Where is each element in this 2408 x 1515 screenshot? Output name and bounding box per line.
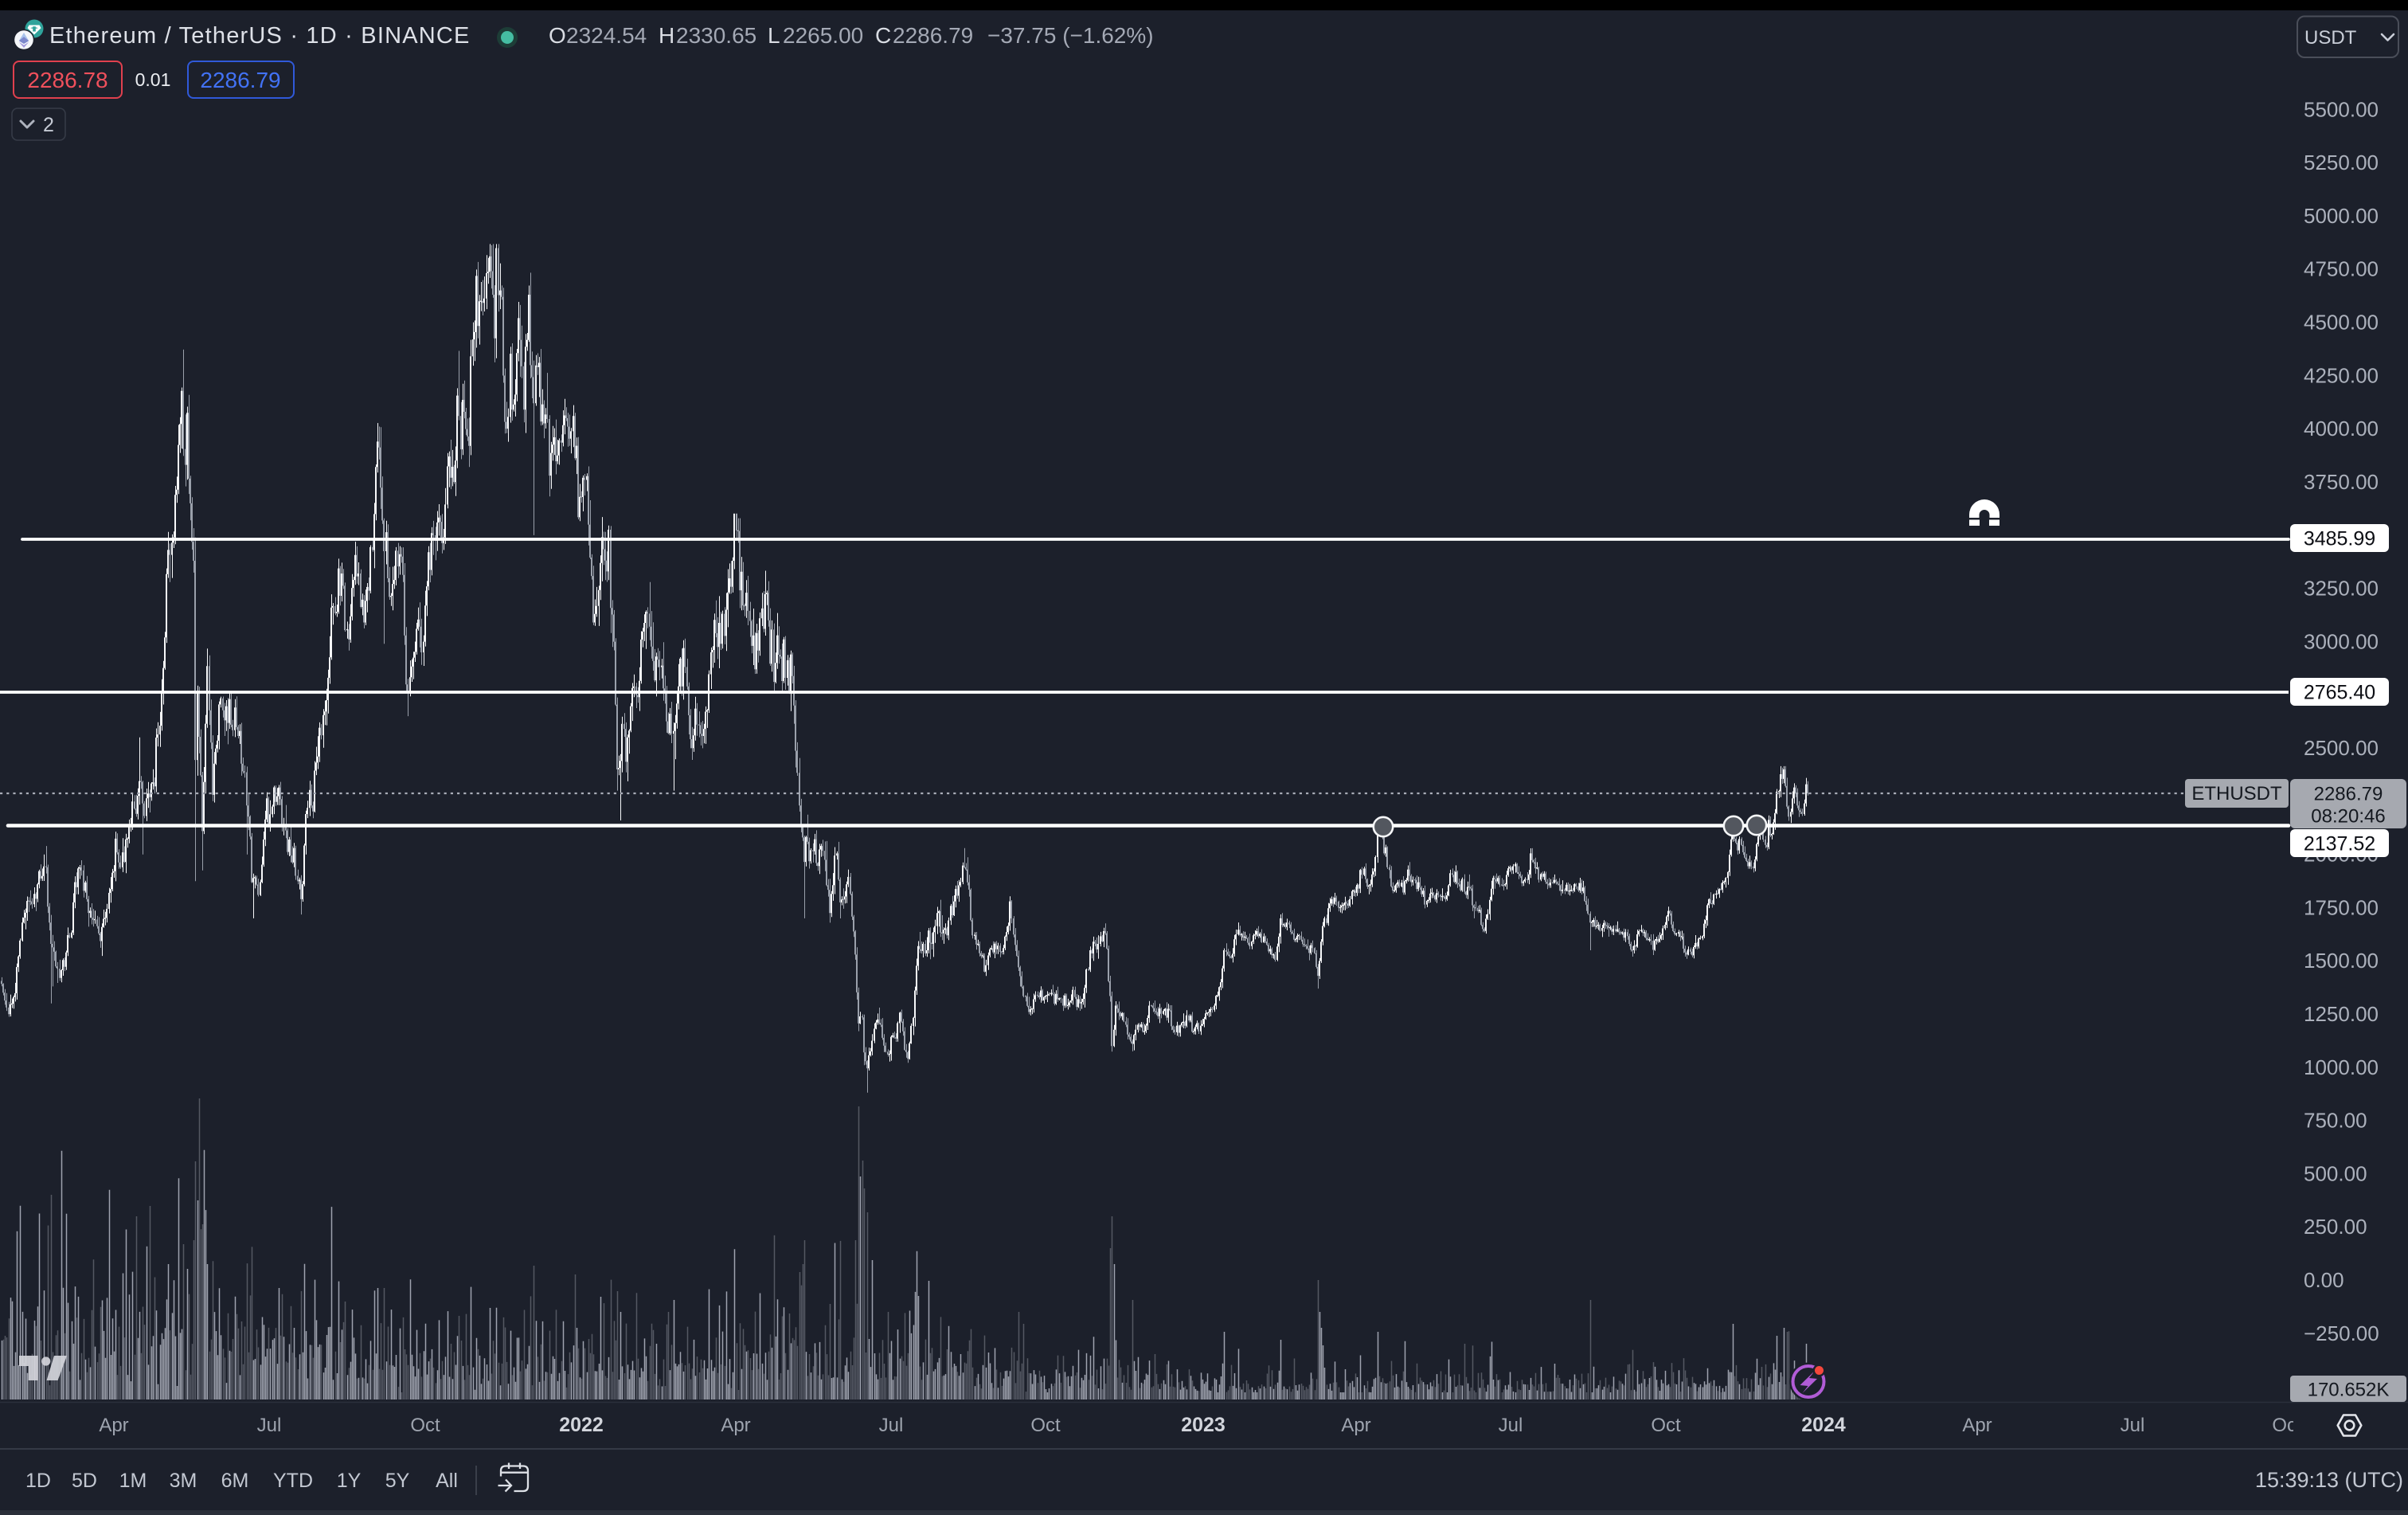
svg-text:2: 2 <box>43 114 54 136</box>
svg-text:2024: 2024 <box>1801 1414 1846 1436</box>
svg-text:1750.00: 1750.00 <box>2304 895 2379 919</box>
svg-text:2022: 2022 <box>559 1414 604 1436</box>
svg-text:4000.00: 4000.00 <box>2304 417 2379 440</box>
svg-text:3M: 3M <box>170 1470 197 1492</box>
svg-text:Oct: Oct <box>410 1415 440 1436</box>
svg-text:Oct: Oct <box>1030 1415 1061 1436</box>
svg-text:Jul: Jul <box>2121 1415 2145 1436</box>
svg-text:2286.78: 2286.78 <box>27 68 108 92</box>
svg-text:2137.52: 2137.52 <box>2304 833 2375 855</box>
svg-text:5Y: 5Y <box>385 1470 410 1492</box>
svg-text:USDT: USDT <box>2304 27 2357 49</box>
svg-text:Apr: Apr <box>1962 1415 1992 1436</box>
svg-text:4500.00: 4500.00 <box>2304 311 2379 335</box>
svg-text:1500.00: 1500.00 <box>2304 949 2379 973</box>
svg-text:1000.00: 1000.00 <box>2304 1055 2379 1079</box>
svg-text:750.00: 750.00 <box>2304 1109 2367 1133</box>
svg-text:ETHUSDT: ETHUSDT <box>2191 783 2282 804</box>
svg-text:1Y: 1Y <box>337 1470 362 1492</box>
svg-text:Jul: Jul <box>879 1415 904 1436</box>
svg-text:1250.00: 1250.00 <box>2304 1002 2379 1026</box>
svg-text:5250.00: 5250.00 <box>2304 151 2379 174</box>
svg-text:5000.00: 5000.00 <box>2304 204 2379 228</box>
svg-text:Apr: Apr <box>99 1415 128 1436</box>
svg-text:08:20:46: 08:20:46 <box>2311 806 2385 828</box>
svg-text:3750.00: 3750.00 <box>2304 470 2379 494</box>
svg-text:Apr: Apr <box>721 1415 750 1436</box>
svg-text:2286.79: 2286.79 <box>200 68 280 92</box>
svg-text:−250.00: −250.00 <box>2304 1321 2379 1345</box>
svg-text:Ethereum / TetherUS · 1D · BIN: Ethereum / TetherUS · 1D · BINANCE <box>49 23 471 49</box>
svg-text:15:39:13 (UTC): 15:39:13 (UTC) <box>2255 1468 2403 1492</box>
svg-text:3485.99: 3485.99 <box>2304 528 2375 550</box>
svg-text:3000.00: 3000.00 <box>2304 629 2379 653</box>
svg-text:Jul: Jul <box>1499 1415 1523 1436</box>
svg-text:Oct: Oct <box>2272 1415 2302 1436</box>
svg-text:YTD: YTD <box>273 1470 313 1492</box>
svg-text:500.00: 500.00 <box>2304 1161 2367 1185</box>
svg-text:Oct: Oct <box>1651 1415 1681 1436</box>
svg-text:0.00: 0.00 <box>2304 1268 2344 1292</box>
svg-text:5500.00: 5500.00 <box>2304 97 2379 121</box>
svg-text:3250.00: 3250.00 <box>2304 577 2379 601</box>
svg-text:2286.79: 2286.79 <box>2314 784 2383 805</box>
svg-text:250.00: 250.00 <box>2304 1215 2367 1239</box>
svg-text:1M: 1M <box>119 1470 147 1492</box>
svg-text:Jul: Jul <box>257 1415 282 1436</box>
svg-text:2023: 2023 <box>1181 1414 1226 1436</box>
svg-text:4750.00: 4750.00 <box>2304 257 2379 281</box>
svg-text:All: All <box>436 1470 458 1492</box>
svg-text:5D: 5D <box>72 1470 97 1492</box>
svg-text:2500.00: 2500.00 <box>2304 736 2379 760</box>
svg-text:2765.40: 2765.40 <box>2304 682 2375 704</box>
svg-text:1D: 1D <box>25 1470 51 1492</box>
svg-text:6M: 6M <box>221 1470 249 1492</box>
svg-text:170.652K: 170.652K <box>2308 1380 2390 1401</box>
svg-text:4250.00: 4250.00 <box>2304 363 2379 387</box>
svg-text:Apr: Apr <box>1341 1415 1370 1436</box>
svg-text:0.01: 0.01 <box>135 69 171 90</box>
